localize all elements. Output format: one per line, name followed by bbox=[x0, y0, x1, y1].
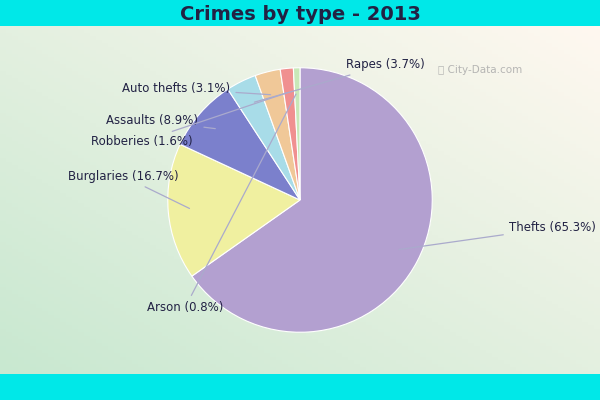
Wedge shape bbox=[168, 144, 300, 276]
Text: Rapes (3.7%): Rapes (3.7%) bbox=[254, 58, 425, 102]
Text: Auto thefts (3.1%): Auto thefts (3.1%) bbox=[122, 82, 271, 95]
Wedge shape bbox=[192, 68, 432, 332]
Wedge shape bbox=[255, 69, 300, 200]
Text: Robberies (1.6%): Robberies (1.6%) bbox=[91, 93, 286, 148]
Text: ⓘ City-Data.com: ⓘ City-Data.com bbox=[439, 65, 523, 75]
Text: Thefts (65.3%): Thefts (65.3%) bbox=[399, 221, 596, 250]
Wedge shape bbox=[280, 68, 300, 200]
Wedge shape bbox=[180, 89, 300, 200]
Text: Assaults (8.9%): Assaults (8.9%) bbox=[106, 114, 215, 129]
Wedge shape bbox=[293, 68, 300, 200]
Text: Crimes by type - 2013: Crimes by type - 2013 bbox=[179, 5, 421, 24]
Text: Arson (0.8%): Arson (0.8%) bbox=[147, 94, 296, 314]
Text: Burglaries (16.7%): Burglaries (16.7%) bbox=[68, 170, 190, 208]
Wedge shape bbox=[228, 76, 300, 200]
